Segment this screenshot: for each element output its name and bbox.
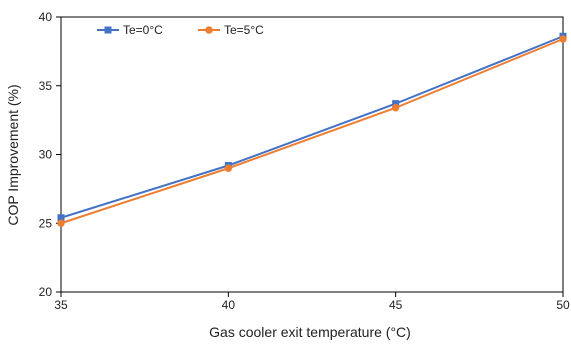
legend-label: Te=5°C bbox=[224, 23, 264, 37]
legend-swatch-marker bbox=[104, 26, 112, 34]
y-axis-title: COP Improvement (%) bbox=[5, 84, 21, 225]
data-point-series-2 bbox=[559, 35, 567, 43]
y-tick-label: 25 bbox=[39, 216, 53, 230]
data-point-series-2 bbox=[57, 219, 65, 227]
x-tick-label: 35 bbox=[54, 298, 68, 312]
x-tick-label: 45 bbox=[389, 298, 403, 312]
y-tick-labels: 20 25 30 35 40 bbox=[39, 10, 53, 299]
x-tick-labels: 35 40 45 50 bbox=[54, 298, 570, 312]
plot-frame bbox=[60, 16, 564, 293]
y-tick-label: 35 bbox=[39, 79, 53, 93]
data-point-series-1 bbox=[392, 100, 400, 108]
x-tick-label: 50 bbox=[556, 298, 570, 312]
legend-label: Te=0°C bbox=[123, 23, 163, 37]
series-line-2 bbox=[60, 38, 564, 225]
series-layer bbox=[57, 32, 567, 227]
legend-swatch-marker bbox=[205, 26, 213, 34]
data-point-series-2 bbox=[224, 164, 233, 172]
y-tick-label: 30 bbox=[39, 148, 53, 162]
legend: Te=0°C Te=5°C bbox=[97, 23, 264, 37]
data-point-series-1 bbox=[57, 214, 65, 222]
axes bbox=[56, 16, 564, 297]
data-point-series-2 bbox=[391, 104, 400, 112]
x-tick-label: 40 bbox=[222, 298, 236, 312]
x-axis-title: Gas cooler exit temperature (°C) bbox=[209, 324, 411, 340]
y-tick-label: 40 bbox=[39, 10, 53, 24]
series-line-1 bbox=[60, 35, 564, 219]
y-tick-label: 20 bbox=[39, 285, 53, 299]
